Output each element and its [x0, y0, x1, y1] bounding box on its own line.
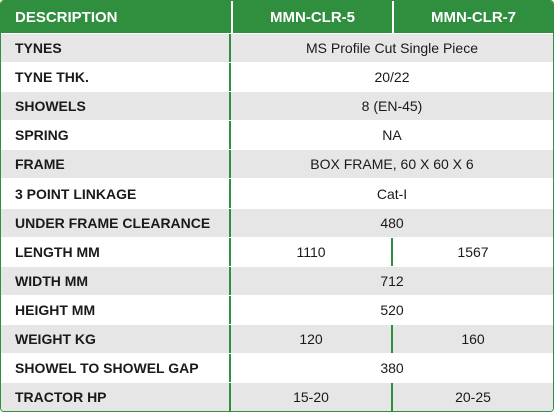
- table-row: WIDTH MM 712: [1, 265, 553, 295]
- row-label: SPRING: [1, 121, 231, 150]
- row-value: 712: [380, 272, 404, 289]
- row-value-model-1: 120: [299, 330, 323, 347]
- row-value: 20/22: [374, 69, 410, 86]
- header-model-2: MMN-CLR-7: [392, 1, 553, 33]
- row-label: LENGTH MM: [1, 237, 231, 266]
- table-body: TYNES MS Profile Cut Single Piece TYNE THK…: [1, 33, 553, 411]
- row-value-model-1: 15-20: [293, 389, 329, 406]
- table-row: SHOWELS 8 (EN-45): [1, 91, 553, 121]
- row-label: FRAME: [1, 150, 231, 179]
- row-label: UNDER FRAME CLEARANCE: [1, 208, 231, 237]
- table-row: SHOWEL TO SHOWEL GAP 380: [1, 353, 553, 383]
- table-row: HEIGHT MM 520: [1, 294, 553, 324]
- row-value: 520: [380, 301, 404, 318]
- table-header: DESCRIPTION MMN-CLR-5 MMN-CLR-7: [1, 1, 553, 33]
- row-value: 480: [380, 214, 404, 231]
- table-row: TRACTOR HP 15-20 20-25: [1, 382, 553, 411]
- row-value: 8 (EN-45): [361, 98, 423, 115]
- row-label: TYNE THK.: [1, 63, 231, 92]
- row-label: SHOWELS: [1, 92, 231, 121]
- row-value: 380: [380, 360, 404, 377]
- row-value-model-1: 1110: [296, 243, 326, 260]
- row-value-model-2: 20-25: [391, 383, 553, 411]
- header-model-1: MMN-CLR-5: [231, 1, 392, 33]
- row-label: TRACTOR HP: [1, 383, 231, 411]
- table-row: SPRING NA: [1, 120, 553, 150]
- row-label: WEIGHT KG: [1, 324, 231, 354]
- row-value: MS Profile Cut Single Piece: [306, 40, 478, 57]
- table-row: TYNES MS Profile Cut Single Piece: [1, 33, 553, 63]
- row-label: SHOWEL TO SHOWEL GAP: [1, 354, 231, 383]
- table-row: LENGTH MM 1110 1567: [1, 236, 553, 266]
- row-value-model-2: 1567: [391, 237, 553, 266]
- row-label: 3 POINT LINKAGE: [1, 179, 231, 208]
- table-row: WEIGHT KG 120 160: [1, 323, 553, 354]
- table-row: FRAME BOX FRAME, 60 X 60 X 6: [1, 149, 553, 179]
- row-label: HEIGHT MM: [1, 295, 231, 324]
- row-value: BOX FRAME, 60 X 60 X 6: [310, 156, 474, 173]
- header-description: DESCRIPTION: [15, 8, 118, 26]
- row-label: WIDTH MM: [1, 266, 231, 295]
- row-label: TYNES: [1, 34, 231, 63]
- row-value: NA: [382, 127, 402, 144]
- table-row: TYNE THK. 20/22: [1, 62, 553, 92]
- row-value: Cat-I: [376, 185, 408, 202]
- table-row: UNDER FRAME CLEARANCE 480: [1, 207, 553, 237]
- table-row: 3 POINT LINKAGE Cat-I: [1, 178, 553, 208]
- row-value-model-2: 160: [391, 324, 553, 354]
